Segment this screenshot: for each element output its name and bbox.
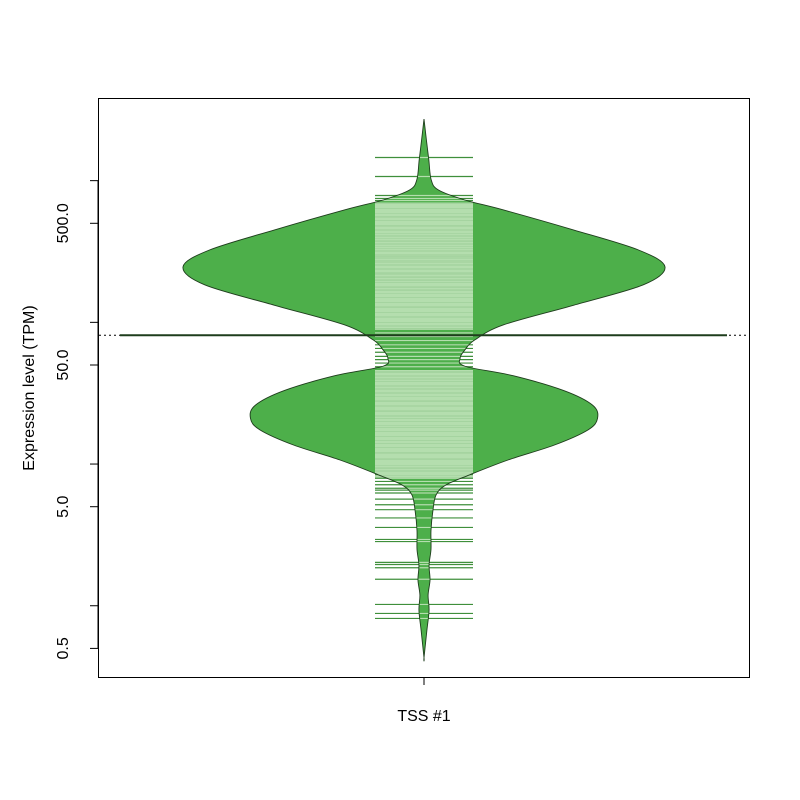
x-tick-label: TSS #1 bbox=[397, 708, 450, 725]
bean-band-lower bbox=[375, 370, 473, 478]
y-tick-label: 0.5 bbox=[55, 637, 72, 659]
y-tick-label: 500.0 bbox=[55, 203, 72, 243]
bean-band-upper bbox=[375, 202, 473, 329]
y-axis-title: Expression level (TPM) bbox=[21, 305, 38, 470]
y-axis: 0.5 5.0 50.0 500.0 bbox=[55, 180, 99, 660]
y-tick-label: 5.0 bbox=[55, 495, 72, 517]
bean-outline bbox=[182, 118, 666, 662]
bean-line-band bbox=[375, 202, 473, 478]
bean-layer bbox=[99, 118, 749, 662]
y-tick-label: 50.0 bbox=[55, 349, 72, 380]
x-axis: TSS #1 bbox=[397, 677, 451, 725]
